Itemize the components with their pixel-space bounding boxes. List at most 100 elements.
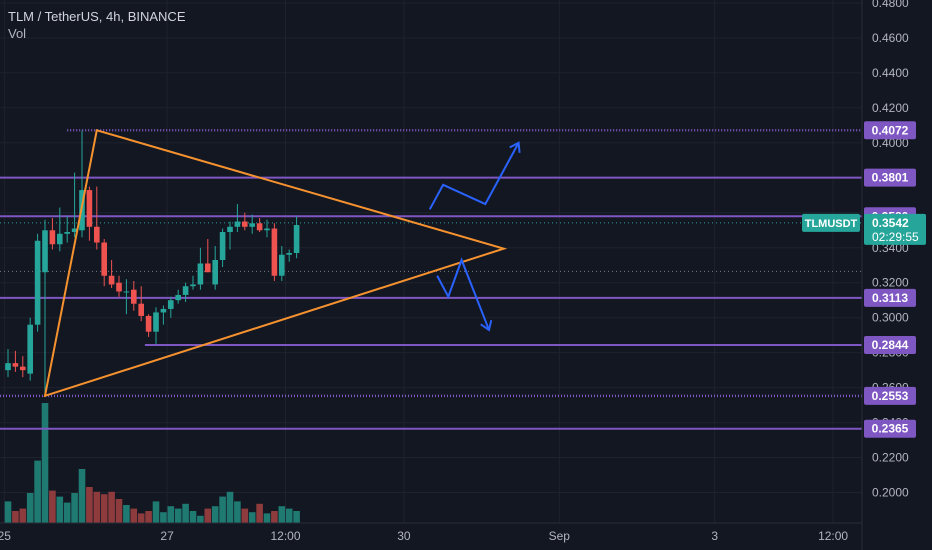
candle-body[interactable] bbox=[293, 225, 300, 254]
level-price-tag bbox=[864, 288, 916, 307]
candle-body[interactable] bbox=[138, 303, 144, 316]
time-tick-label: Sep bbox=[549, 529, 571, 543]
candle-body[interactable] bbox=[71, 228, 78, 233]
candle-body[interactable] bbox=[212, 259, 218, 285]
candle-body[interactable] bbox=[256, 223, 263, 231]
volume-bar bbox=[71, 493, 78, 523]
volume-bar bbox=[86, 487, 93, 523]
price-tick-label: 0.4600 bbox=[872, 31, 909, 45]
volume-bar bbox=[12, 511, 19, 523]
candle-body[interactable] bbox=[5, 363, 11, 371]
arrow-head[interactable] bbox=[509, 141, 521, 153]
projection-arrows[interactable] bbox=[428, 141, 521, 332]
candle-body[interactable] bbox=[57, 233, 63, 245]
candle-body[interactable] bbox=[42, 230, 48, 273]
candle-body[interactable] bbox=[94, 226, 100, 243]
candle-body[interactable] bbox=[49, 230, 56, 245]
horizontal-levels[interactable] bbox=[0, 129, 862, 430]
symbol-title: TLM / TetherUS, 4h, BINANCE bbox=[8, 9, 186, 24]
candle-body[interactable] bbox=[286, 253, 292, 255]
candle-body[interactable] bbox=[190, 284, 196, 287]
price-tick-label: 0.2000 bbox=[872, 486, 909, 500]
candle-body[interactable] bbox=[27, 324, 33, 374]
candles[interactable] bbox=[5, 130, 300, 397]
volume-bar bbox=[137, 513, 145, 523]
candle-body[interactable] bbox=[271, 228, 278, 276]
current-price-label: 0.3542 bbox=[872, 216, 909, 230]
symbol-badge bbox=[802, 213, 860, 232]
volume-bar bbox=[189, 511, 197, 523]
candle-body[interactable] bbox=[264, 228, 270, 231]
current-price-tag bbox=[864, 213, 926, 245]
candle-body[interactable] bbox=[64, 232, 70, 234]
volume-bar bbox=[219, 496, 226, 523]
symbol-badge-label: TLMUSDT bbox=[805, 218, 858, 230]
candle-body[interactable] bbox=[86, 190, 93, 227]
candle-body[interactable] bbox=[175, 294, 181, 301]
volume-bar bbox=[211, 506, 219, 523]
level-price-label: 0.2365 bbox=[872, 422, 909, 436]
volume-bar bbox=[26, 493, 34, 523]
arrow-head[interactable] bbox=[480, 319, 493, 332]
price-tick-label: 0.4400 bbox=[872, 66, 909, 80]
candle-body[interactable] bbox=[205, 263, 211, 273]
volume-bar bbox=[56, 496, 64, 523]
candle-body[interactable] bbox=[116, 282, 122, 292]
volume-bar bbox=[241, 508, 249, 523]
volume-bar bbox=[167, 506, 175, 523]
candle-body[interactable] bbox=[197, 263, 204, 285]
candle-body[interactable] bbox=[168, 300, 174, 309]
candle-body[interactable] bbox=[279, 254, 285, 276]
triangle-pattern[interactable] bbox=[43, 129, 508, 398]
volume-bar bbox=[34, 460, 41, 523]
candle-body[interactable] bbox=[34, 240, 41, 325]
level-price-label: 0.2844 bbox=[872, 338, 909, 352]
chart-legend: TLM / TetherUS, 4h, BINANCE Vol bbox=[8, 8, 186, 42]
candle-body[interactable] bbox=[219, 232, 226, 260]
volume-bar bbox=[160, 512, 167, 523]
price-tick-label: 0.4000 bbox=[872, 136, 909, 150]
arrow-path[interactable] bbox=[428, 142, 520, 210]
volume-bar bbox=[19, 508, 27, 523]
candle-body[interactable] bbox=[131, 289, 137, 304]
volume-bar bbox=[285, 508, 293, 523]
candle-body[interactable] bbox=[242, 221, 248, 227]
volume-bar bbox=[197, 515, 204, 523]
candle-body[interactable] bbox=[153, 312, 159, 332]
volume-bar bbox=[152, 501, 160, 523]
level-price-tag bbox=[864, 386, 916, 405]
level-price-tag bbox=[864, 335, 916, 354]
candle-body[interactable] bbox=[108, 275, 115, 285]
level-price-tag bbox=[864, 419, 916, 438]
level-price-label: 0.4072 bbox=[872, 123, 909, 137]
price-tags: 0.40720.38010.35800.31130.28440.25530.23… bbox=[802, 121, 926, 438]
volume-label: Vol bbox=[8, 26, 27, 41]
arrow-path[interactable] bbox=[436, 257, 490, 331]
volume-bar bbox=[174, 508, 182, 523]
candle-body[interactable] bbox=[227, 226, 233, 233]
candle-body[interactable] bbox=[101, 242, 107, 276]
triangle-drawing[interactable] bbox=[43, 129, 508, 398]
volume-bar bbox=[145, 511, 152, 523]
candle-body[interactable] bbox=[12, 363, 19, 367]
volume-bar bbox=[263, 513, 271, 523]
candle-body[interactable] bbox=[145, 315, 152, 332]
candle-body[interactable] bbox=[182, 286, 189, 295]
time-tick-label: 12:00 bbox=[270, 529, 300, 543]
candle-body[interactable] bbox=[234, 221, 241, 227]
volume-bar bbox=[182, 503, 189, 523]
volume-bar bbox=[271, 511, 278, 523]
volume-bars bbox=[4, 403, 300, 523]
price-tick-label: 0.4200 bbox=[872, 101, 909, 115]
candle-body[interactable] bbox=[249, 223, 255, 227]
time-tick-label: 12:00 bbox=[818, 529, 848, 543]
candle-body[interactable] bbox=[20, 366, 26, 371]
candle-body[interactable] bbox=[160, 308, 167, 313]
volume-bar bbox=[4, 501, 12, 523]
candle-body[interactable] bbox=[123, 291, 130, 293]
level-price-label: 0.3113 bbox=[872, 291, 908, 305]
price-tick-label: 0.4800 bbox=[872, 0, 909, 10]
